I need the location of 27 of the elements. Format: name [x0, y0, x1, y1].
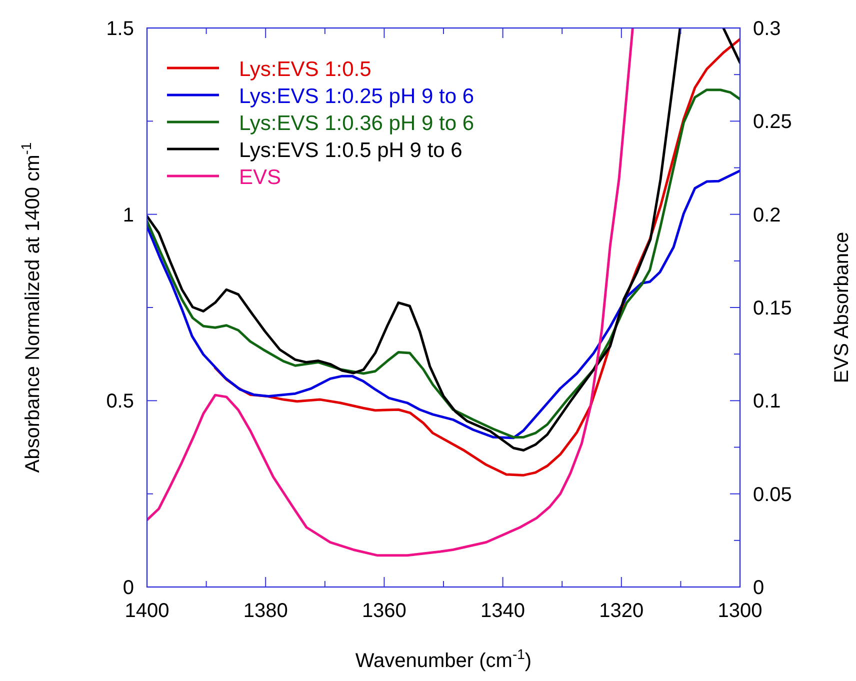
- y-tick-label: 0.5: [106, 390, 134, 413]
- x-tick-label: 1360: [362, 600, 406, 622]
- y2-tick-label: 0.15: [753, 298, 792, 320]
- legend-label: Lys:EVS 1:0.5: [239, 58, 372, 81]
- x-tick-label: 1380: [243, 600, 288, 622]
- y2-tick-label: 0.3: [753, 18, 781, 40]
- legend-label: Lys:EVS 1:0.25 pH 9 to 6: [239, 85, 474, 108]
- x-tick-label: 1320: [599, 600, 644, 622]
- y2-tick-label: 0.2: [753, 204, 781, 226]
- legend-label: Lys:EVS 1:0.5 pH 9 to 6: [239, 139, 462, 162]
- x-tick-label: 1400: [124, 600, 170, 622]
- y2-tick-label: 0.1: [753, 390, 781, 413]
- y2-axis-title: EVS Absorbance: [831, 232, 853, 384]
- y-tick-label: 0: [122, 577, 134, 599]
- y2-tick-label: 0: [753, 577, 764, 599]
- x-axis-title: Wavenumber (cm$^{-1}$): [355, 646, 532, 672]
- line-series: [147, 28, 634, 557]
- y-tick-label: 1: [122, 204, 134, 226]
- legend-label: Lys:EVS 1:0.36 pH 9 to 6: [239, 112, 474, 135]
- x-tick-label: 1340: [480, 600, 526, 622]
- legend-label: EVS: [239, 166, 282, 189]
- y2-tick-label: 0.05: [753, 484, 792, 506]
- y2-tick-label: 0.25: [753, 111, 792, 134]
- line-series: [147, 169, 740, 440]
- y-tick-label: 1.5: [106, 18, 134, 40]
- x-tick-label: 1300: [718, 600, 762, 622]
- line-series: [147, 88, 740, 438]
